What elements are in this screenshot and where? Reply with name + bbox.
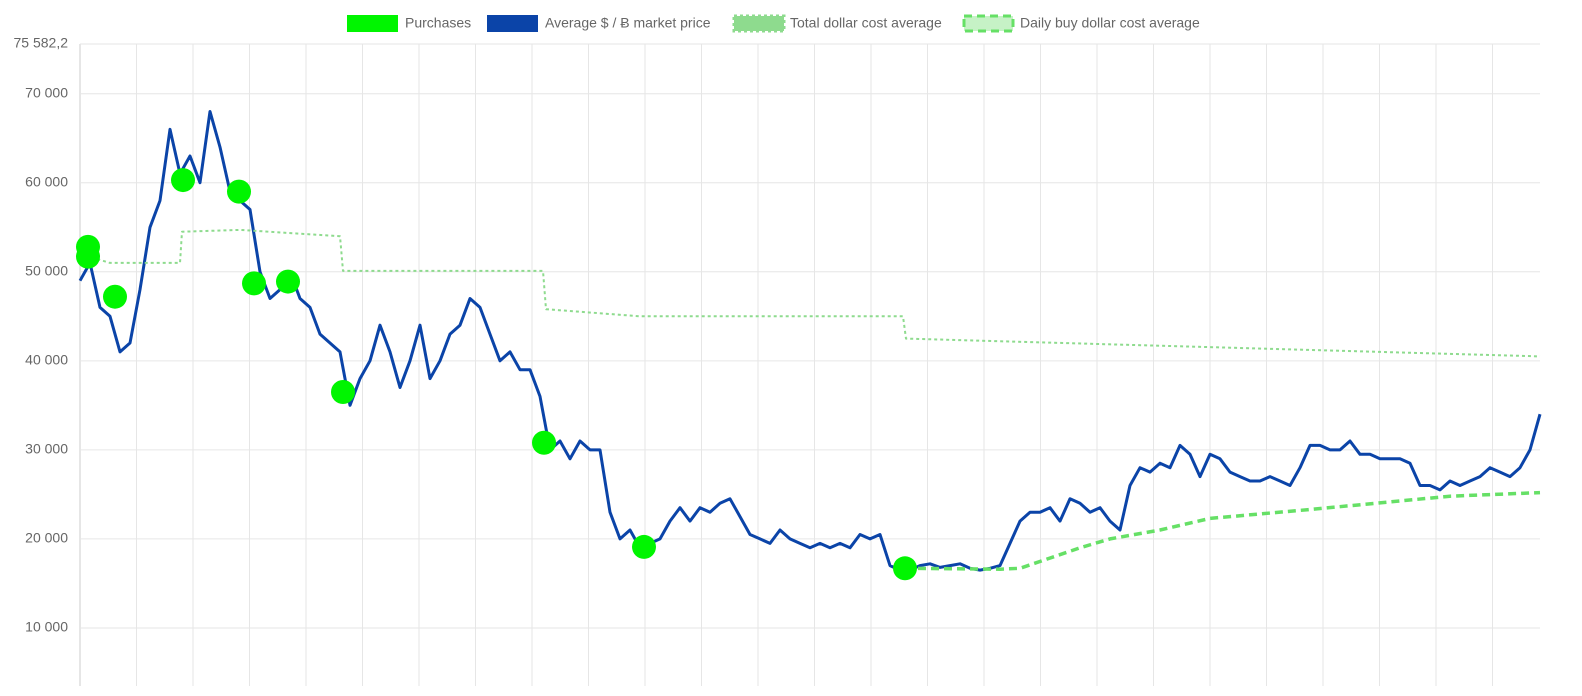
legend-label: Average $ / Ƀ market price — [545, 15, 711, 31]
y-tick-label: 20 000 — [25, 530, 68, 546]
y-tick-label: 40 000 — [25, 352, 68, 368]
purchase-point — [532, 430, 556, 455]
legend-swatch — [347, 15, 398, 32]
y-tick-label: 60 000 — [25, 173, 68, 189]
legend-label: Daily buy dollar cost average — [1020, 15, 1200, 31]
purchase-point — [227, 179, 251, 204]
purchase-point — [632, 534, 656, 559]
legend-label: Purchases — [405, 15, 471, 31]
legend-swatch — [732, 14, 786, 33]
purchase-point — [276, 269, 300, 294]
y-tick-label: 30 000 — [25, 441, 68, 457]
line-3 — [904, 490, 1541, 571]
purchase-point — [76, 244, 100, 269]
legend-label: Total dollar cost average — [790, 15, 942, 31]
purchase-point — [103, 284, 127, 309]
legend: Purchases Average $ / Ƀ market price Tot… — [347, 14, 1200, 33]
y-tick-label: 70 000 — [25, 84, 68, 100]
grid — [79, 43, 1540, 686]
y-tick-label: 10 000 — [25, 619, 68, 635]
y-tick-label: 50 000 — [25, 262, 68, 278]
legend-swatch — [487, 15, 538, 32]
purchase-point — [893, 556, 917, 581]
purchase-point — [171, 168, 195, 193]
y-tick-label: 75 582,2 — [14, 35, 69, 51]
line-2 — [79, 228, 1541, 358]
line-1 — [78, 110, 1542, 572]
legend-swatch — [962, 14, 1015, 33]
purchase-point — [242, 271, 266, 296]
purchase-point — [331, 379, 355, 404]
